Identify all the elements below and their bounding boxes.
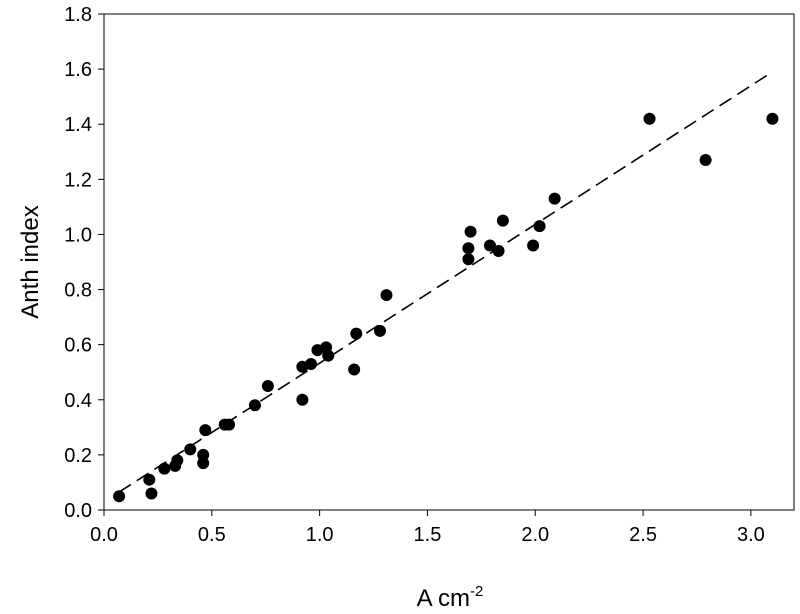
y-tick-label: 0.0 xyxy=(64,500,92,522)
trend-line xyxy=(118,71,773,493)
data-point xyxy=(223,418,236,431)
data-point xyxy=(113,490,126,503)
x-axis-title: A cm-2 xyxy=(417,583,484,612)
x-tick-label: 1.5 xyxy=(414,524,442,546)
plot-frame xyxy=(103,13,795,511)
data-point xyxy=(197,448,210,461)
data-point xyxy=(348,363,361,376)
x-tick-label: 2.0 xyxy=(521,524,549,546)
data-point xyxy=(533,220,546,233)
x-tick-label: 1.0 xyxy=(306,524,334,546)
data-point xyxy=(322,349,335,362)
y-axis-ticks: 0.0 0.2 0.4 0.6 0.8 1.0 1.2 1.4 1.6 1.8 xyxy=(64,4,104,522)
data-point xyxy=(158,462,171,475)
data-point xyxy=(305,357,317,370)
data-point xyxy=(380,289,393,302)
x-axis-title-base: A cm xyxy=(417,585,470,612)
data-point xyxy=(261,380,274,392)
data-point xyxy=(462,253,475,266)
data-point xyxy=(197,457,210,470)
y-tick-label: 0.6 xyxy=(64,335,92,357)
data-point xyxy=(643,112,656,125)
data-point xyxy=(548,192,561,205)
data-point xyxy=(483,239,496,252)
x-axis-ticks: 0.0 0.5 1.0 1.5 2.0 2.5 3.0 xyxy=(90,510,765,546)
y-tick-label: 1.2 xyxy=(64,169,92,191)
data-point xyxy=(199,424,212,437)
data-point xyxy=(171,454,184,467)
data-point xyxy=(350,327,363,340)
x-tick-label: 0.0 xyxy=(90,524,118,546)
data-point xyxy=(462,242,475,255)
x-tick-label: 2.5 xyxy=(629,524,657,546)
y-tick-label: 1.4 xyxy=(64,114,92,136)
data-point xyxy=(296,393,309,406)
y-axis-title: Anth index xyxy=(17,205,44,318)
y-tick-label: 1.8 xyxy=(64,4,92,26)
data-point xyxy=(248,399,261,412)
x-tick-label: 3.0 xyxy=(737,524,765,546)
data-point xyxy=(145,487,158,500)
data-point xyxy=(527,239,540,252)
data-point xyxy=(699,154,712,167)
data-point xyxy=(143,473,156,486)
y-tick-label: 0.2 xyxy=(64,445,92,467)
data-point xyxy=(766,112,779,125)
y-tick-label: 0.4 xyxy=(64,390,92,412)
data-point xyxy=(464,225,477,238)
x-axis-title-exponent: -2 xyxy=(470,583,483,600)
y-tick-label: 0.8 xyxy=(64,280,92,302)
x-tick-label: 0.5 xyxy=(198,524,226,546)
y-tick-label: 1.6 xyxy=(64,59,92,81)
data-point xyxy=(492,244,505,257)
data-point xyxy=(184,443,197,456)
data-point xyxy=(374,324,386,337)
data-points xyxy=(113,112,779,503)
y-tick-label: 1.0 xyxy=(64,224,92,246)
data-point xyxy=(496,214,509,227)
